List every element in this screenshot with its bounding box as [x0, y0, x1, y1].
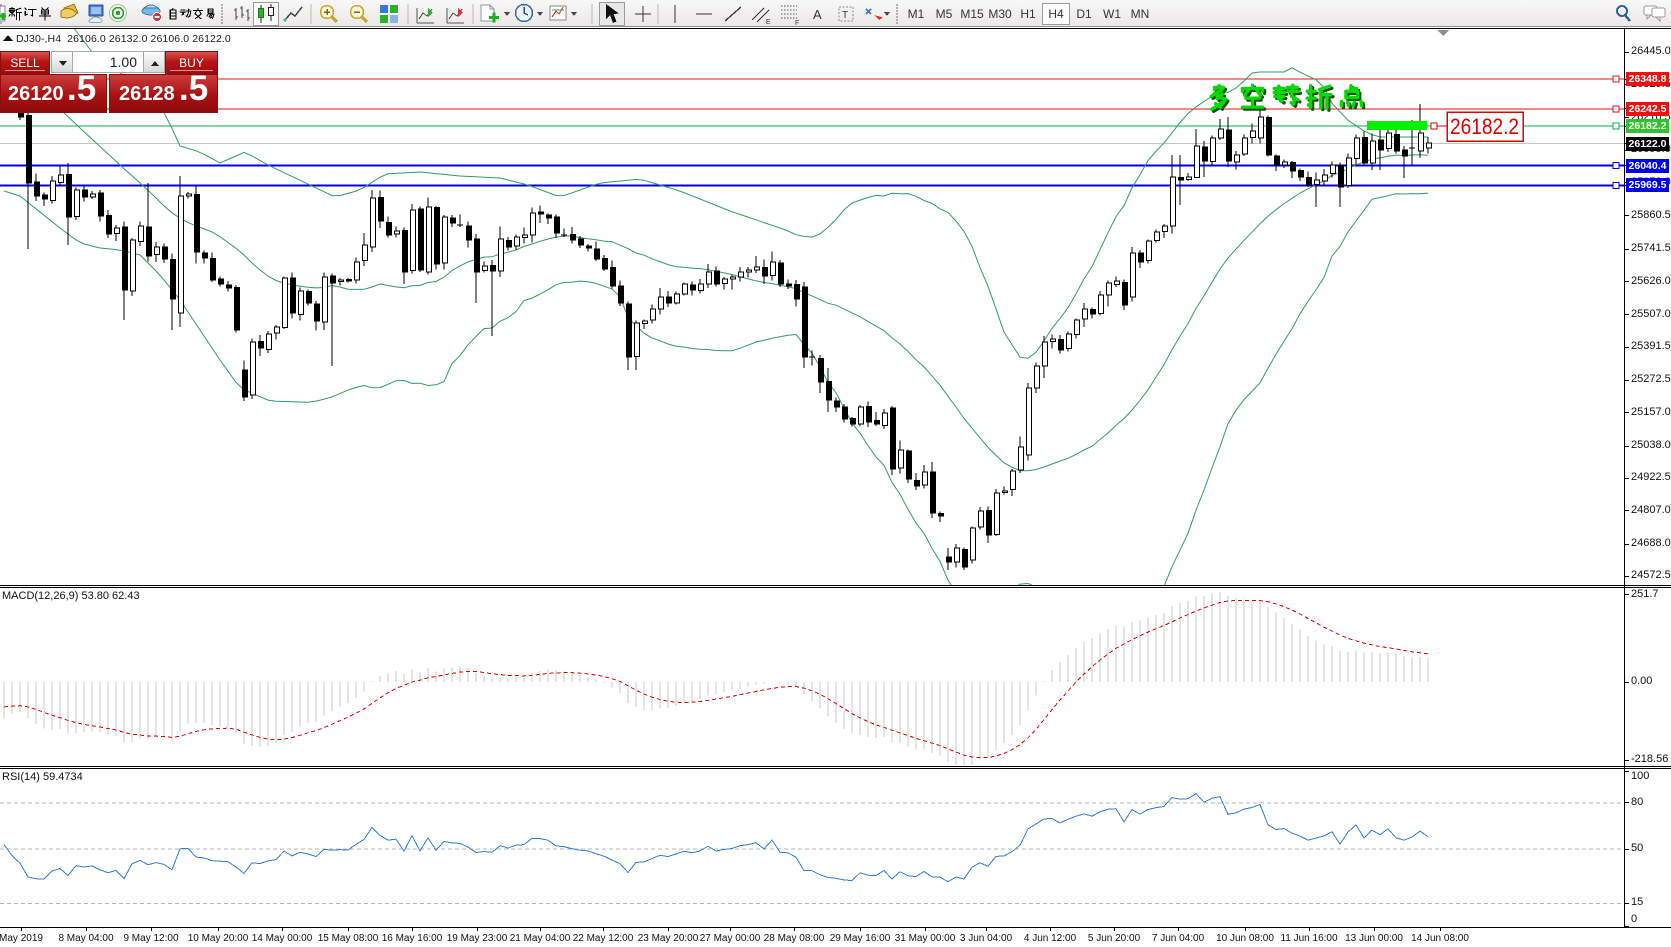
svg-text:A: A — [813, 7, 822, 22]
svg-text:E: E — [766, 19, 771, 26]
svg-text:F: F — [795, 20, 799, 27]
svg-text:T: T — [842, 10, 848, 21]
svg-text:26182.2: 26182.2 — [1450, 114, 1519, 139]
